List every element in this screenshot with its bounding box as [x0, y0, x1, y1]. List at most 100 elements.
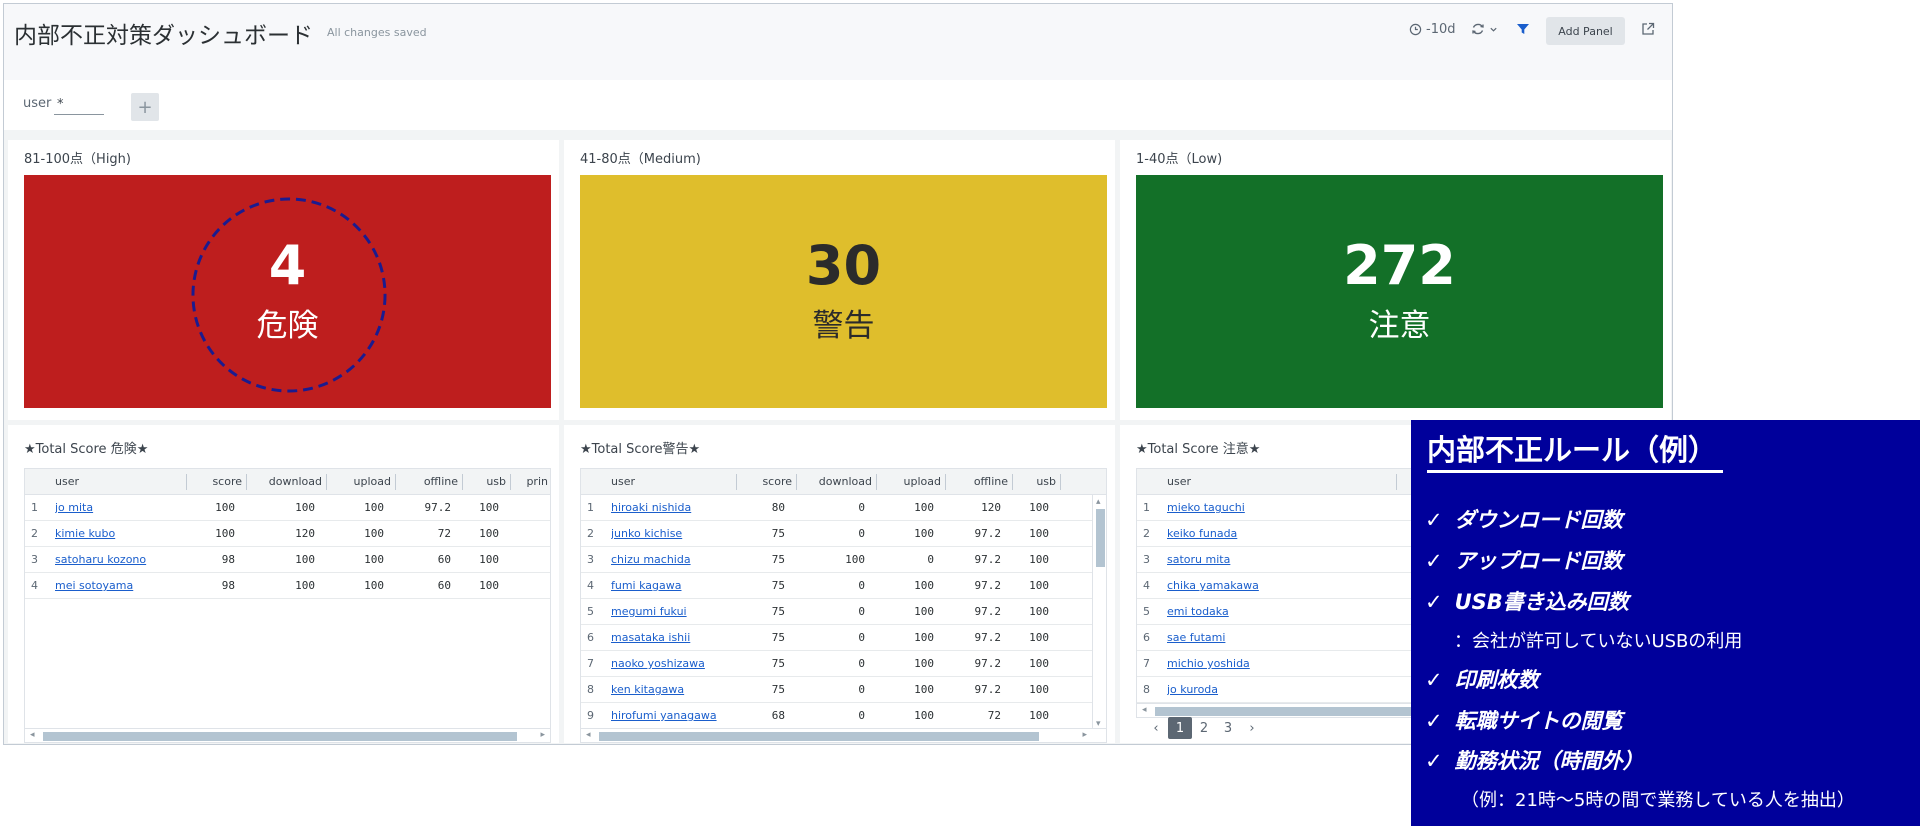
user-input[interactable]: [54, 95, 104, 115]
scroll-left-icon[interactable]: ◂: [586, 730, 591, 740]
time-range-picker[interactable]: -10d: [1409, 22, 1456, 37]
column-header[interactable]: score: [737, 473, 797, 490]
check-icon: ✓: [1425, 668, 1443, 692]
page-title: 内部不正対策ダッシュボード: [14, 23, 313, 49]
rule-item: ✓ 勤務状況（時間外）: [1425, 749, 1644, 773]
column-header[interactable]: prin: [526, 474, 548, 488]
table-row: 5 emi todaka: [1137, 599, 1662, 625]
column-header[interactable]: score: [187, 473, 247, 490]
user-link[interactable]: mieko taguchi: [1167, 501, 1245, 514]
vertical-scrollbar[interactable]: ▴ ▾: [1092, 495, 1106, 731]
user-link[interactable]: fumi kagawa: [611, 579, 682, 592]
user-link[interactable]: satoru mita: [1167, 553, 1231, 566]
table-row: 7 naoko yoshizawa 75 0 100 97.2 100: [581, 651, 1106, 677]
score-table-medium: user score download upload offline usb 1…: [580, 468, 1107, 743]
column-header[interactable]: upload: [327, 473, 396, 490]
filter-button[interactable]: [1516, 22, 1530, 36]
scroll-left-icon[interactable]: ◂: [30, 730, 35, 740]
page-button[interactable]: 3: [1223, 720, 1233, 736]
dashboard-header: 内部不正対策ダッシュボード All changes saved -10d: [4, 4, 1672, 80]
table-row: 1 jo mita 100 100 100 97.2 100: [25, 495, 550, 521]
column-header[interactable]: download: [247, 473, 327, 490]
user-link[interactable]: jo mita: [55, 501, 94, 514]
user-link[interactable]: ken kitagawa: [611, 683, 685, 696]
table-row: 6 sae futami: [1137, 625, 1662, 651]
single-value-number: 4: [268, 233, 307, 297]
scroll-thumb[interactable]: [1155, 707, 1415, 716]
add-input-button[interactable]: +: [131, 93, 159, 121]
user-link[interactable]: sae futami: [1167, 631, 1226, 644]
panel-table-high: ★Total Score 危険★ user score download upl…: [8, 425, 559, 743]
user-link[interactable]: jo kuroda: [1167, 683, 1219, 696]
user-link[interactable]: michio yoshida: [1167, 657, 1250, 670]
save-status: All changes saved: [327, 26, 427, 39]
page-button[interactable]: 1: [1168, 717, 1192, 739]
horizontal-scrollbar[interactable]: ◂ ▸: [581, 728, 1106, 742]
prev-page-icon[interactable]: ‹: [1153, 720, 1159, 736]
user-link[interactable]: keiko funada: [1167, 527, 1238, 540]
column-header[interactable]: user: [611, 473, 737, 490]
add-panel-button[interactable]: Add Panel: [1546, 17, 1625, 45]
scroll-down-icon[interactable]: ▾: [1096, 719, 1101, 729]
check-icon: ✓: [1425, 549, 1443, 573]
scroll-thumb[interactable]: [599, 732, 1039, 741]
score-table-high: user score download upload offline usb p…: [24, 468, 551, 743]
table-row: 1 hiroaki nishida 80 0 100 120 100: [581, 495, 1106, 521]
column-header[interactable]: user: [1167, 473, 1397, 490]
table-title: ★Total Score 注意★: [1136, 442, 1261, 457]
filter-icon: [1517, 24, 1529, 34]
page-button[interactable]: 2: [1199, 720, 1209, 736]
panel-table-medium: ★Total Score警告★ user score download uplo…: [564, 425, 1115, 743]
column-header[interactable]: offline: [946, 473, 1013, 490]
single-value-label: 危険: [256, 308, 319, 345]
column-header[interactable]: download: [797, 473, 877, 490]
clock-icon: [1409, 23, 1422, 36]
user-link[interactable]: emi todaka: [1167, 605, 1229, 618]
single-value-low[interactable]: 272 注意: [1136, 175, 1663, 408]
table-row: 7 michio yoshida: [1137, 651, 1662, 677]
user-link[interactable]: masataka ishii: [611, 631, 691, 644]
column-header[interactable]: upload: [877, 473, 946, 490]
scroll-right-icon[interactable]: ▸: [1082, 730, 1087, 740]
scroll-right-icon[interactable]: ▸: [540, 730, 545, 740]
user-link[interactable]: satoharu kozono: [55, 553, 147, 566]
scroll-up-icon[interactable]: ▴: [1096, 497, 1101, 507]
user-link[interactable]: megumi fukui: [611, 605, 687, 618]
column-header[interactable]: usb: [1013, 473, 1061, 490]
scroll-thumb[interactable]: [43, 732, 517, 741]
user-input-label: user: [23, 96, 52, 111]
user-link[interactable]: hirofumi yanagawa: [611, 709, 717, 722]
table-row: 1 mieko taguchi: [1137, 495, 1662, 521]
table-row: 3 chizu machida 75 100 0 97.2 100: [581, 547, 1106, 573]
table-row: 3 satoharu kozono 98 100 100 60 100: [25, 547, 550, 573]
table-row: 4 mei sotoyama 98 100 100 60 100: [25, 573, 550, 599]
column-header[interactable]: usb: [463, 473, 511, 490]
table-row: 2 keiko funada: [1137, 521, 1662, 547]
table-row: 3 satoru mita: [1137, 547, 1662, 573]
user-link[interactable]: junko kichise: [611, 527, 683, 540]
table-row: 9 hirofumi yanagawa 68 0 100 72 100: [581, 703, 1106, 729]
scroll-thumb[interactable]: [1096, 509, 1105, 567]
export-button[interactable]: [1641, 22, 1655, 36]
refresh-button[interactable]: [1471, 22, 1498, 36]
user-link[interactable]: naoko yoshizawa: [611, 657, 705, 670]
user-link[interactable]: kimie kubo: [55, 527, 116, 540]
user-link[interactable]: mei sotoyama: [55, 579, 134, 592]
table-row: 6 masataka ishii 75 0 100 97.2 100: [581, 625, 1106, 651]
single-value-medium[interactable]: 30 警告: [580, 175, 1107, 408]
column-header[interactable]: offline: [396, 473, 463, 490]
panel-title: 41-80点（Medium): [580, 152, 701, 167]
table-header: user score download upload offline usb p…: [25, 469, 550, 495]
panel-title: 81-100点（High): [24, 152, 131, 167]
pagination: ‹ 1 2 3 ›: [1144, 717, 1264, 739]
user-link[interactable]: chizu machida: [611, 553, 691, 566]
next-page-icon[interactable]: ›: [1249, 720, 1255, 736]
user-link[interactable]: hiroaki nishida: [611, 501, 692, 514]
user-link[interactable]: chika yamakawa: [1167, 579, 1259, 592]
column-header[interactable]: user: [55, 473, 187, 490]
single-value-high[interactable]: 4 危険: [24, 175, 551, 408]
dashboard: 内部不正対策ダッシュボード All changes saved -10d: [3, 3, 1673, 745]
table-row: 2 kimie kubo 100 120 100 72 100: [25, 521, 550, 547]
horizontal-scrollbar[interactable]: ◂ ▸: [25, 728, 550, 742]
scroll-left-icon[interactable]: ◂: [1142, 705, 1147, 715]
